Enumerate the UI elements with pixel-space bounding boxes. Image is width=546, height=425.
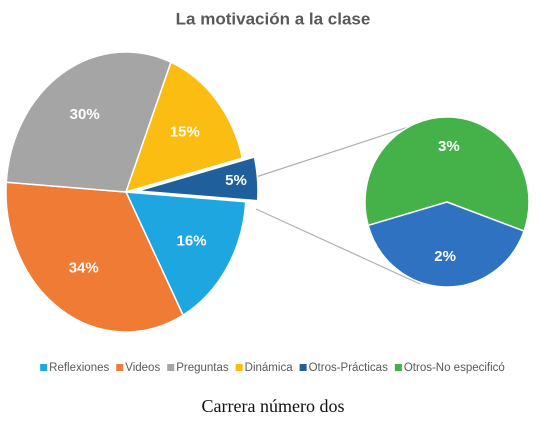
legend-label: Preguntas — [176, 362, 229, 374]
pie-slice — [5, 181, 185, 333]
legend-swatch — [116, 364, 124, 371]
chart-title: La motivación a la clase — [176, 9, 371, 28]
legend-swatch — [235, 364, 243, 371]
legend-label: Otros-Prácticas — [309, 362, 388, 374]
data-label: 30% — [70, 106, 100, 123]
pie-slice — [364, 116, 530, 233]
data-label: 16% — [177, 232, 207, 249]
legend-swatch — [299, 364, 307, 371]
data-label: 2% — [434, 248, 456, 265]
legend-label: Dinámica — [245, 362, 294, 374]
legend-label: Videos — [125, 362, 160, 374]
legend-swatch — [394, 364, 402, 371]
legend-swatch — [40, 364, 48, 371]
connector — [255, 208, 421, 285]
data-label: 15% — [170, 123, 200, 140]
data-label: 5% — [225, 172, 247, 189]
legend-label: Otros-No especificó — [404, 362, 505, 374]
data-label: 3% — [438, 138, 460, 155]
pie-slice — [367, 201, 526, 288]
pie-slice — [124, 61, 244, 194]
pie-slice — [5, 51, 172, 193]
data-label: 34% — [69, 259, 99, 276]
pie-slice — [124, 191, 247, 317]
caption: Carrera número dos — [202, 396, 345, 416]
legend-label: Reflexiones — [49, 362, 109, 374]
pie-slice — [137, 156, 259, 202]
legend-swatch — [167, 364, 175, 371]
